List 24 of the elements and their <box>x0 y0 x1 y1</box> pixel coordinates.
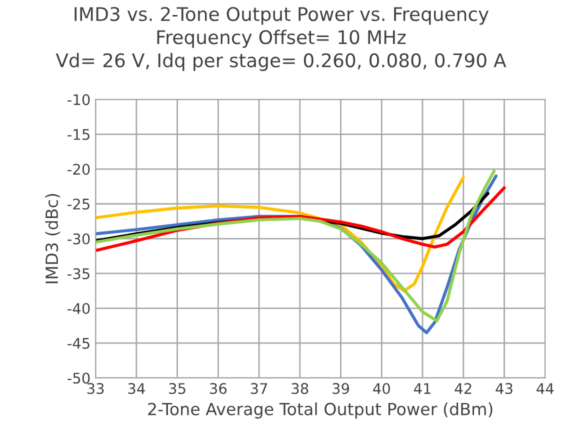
x-tick-label: 44 <box>536 383 554 394</box>
y-tick-label: -35 <box>68 268 90 280</box>
x-tick-label: 38 <box>292 383 308 394</box>
y-tick-label: -25 <box>68 198 90 210</box>
y-tick-label: -10 <box>68 94 90 106</box>
y-tick-label: -30 <box>68 233 90 244</box>
y-axis-title: IMD3 (dBc) <box>45 194 60 284</box>
x-tick-label: 37 <box>250 383 268 394</box>
y-tick-label: -15 <box>68 129 90 140</box>
x-tick-label: 43 <box>496 383 512 394</box>
x-tick-label: 34 <box>128 383 145 394</box>
y-tick-label: -40 <box>68 303 90 314</box>
x-tick-label: 41 <box>414 383 430 394</box>
y-tick-label: -20 <box>68 164 90 175</box>
chart-title: IMD3 vs. 2-Tone Output Power vs. Frequency Frequency Offset= 10 MHz Vd= 26 V, Idq per stage= 0.260, 0.080, 0.790 A <box>56 6 506 72</box>
x-tick-label: 39 <box>332 383 350 394</box>
x-tick-label: 40 <box>373 383 390 394</box>
x-tick-label: 33 <box>87 383 104 394</box>
y-tick-label: -45 <box>68 338 90 349</box>
x-axis-title: 2-Tone Average Total Output Power (dBm) <box>148 402 492 419</box>
x-tick-label: 42 <box>454 383 472 394</box>
y-tick-label: -50 <box>68 372 90 384</box>
x-tick-label: 36 <box>210 383 227 394</box>
x-tick-label: 35 <box>169 383 186 394</box>
